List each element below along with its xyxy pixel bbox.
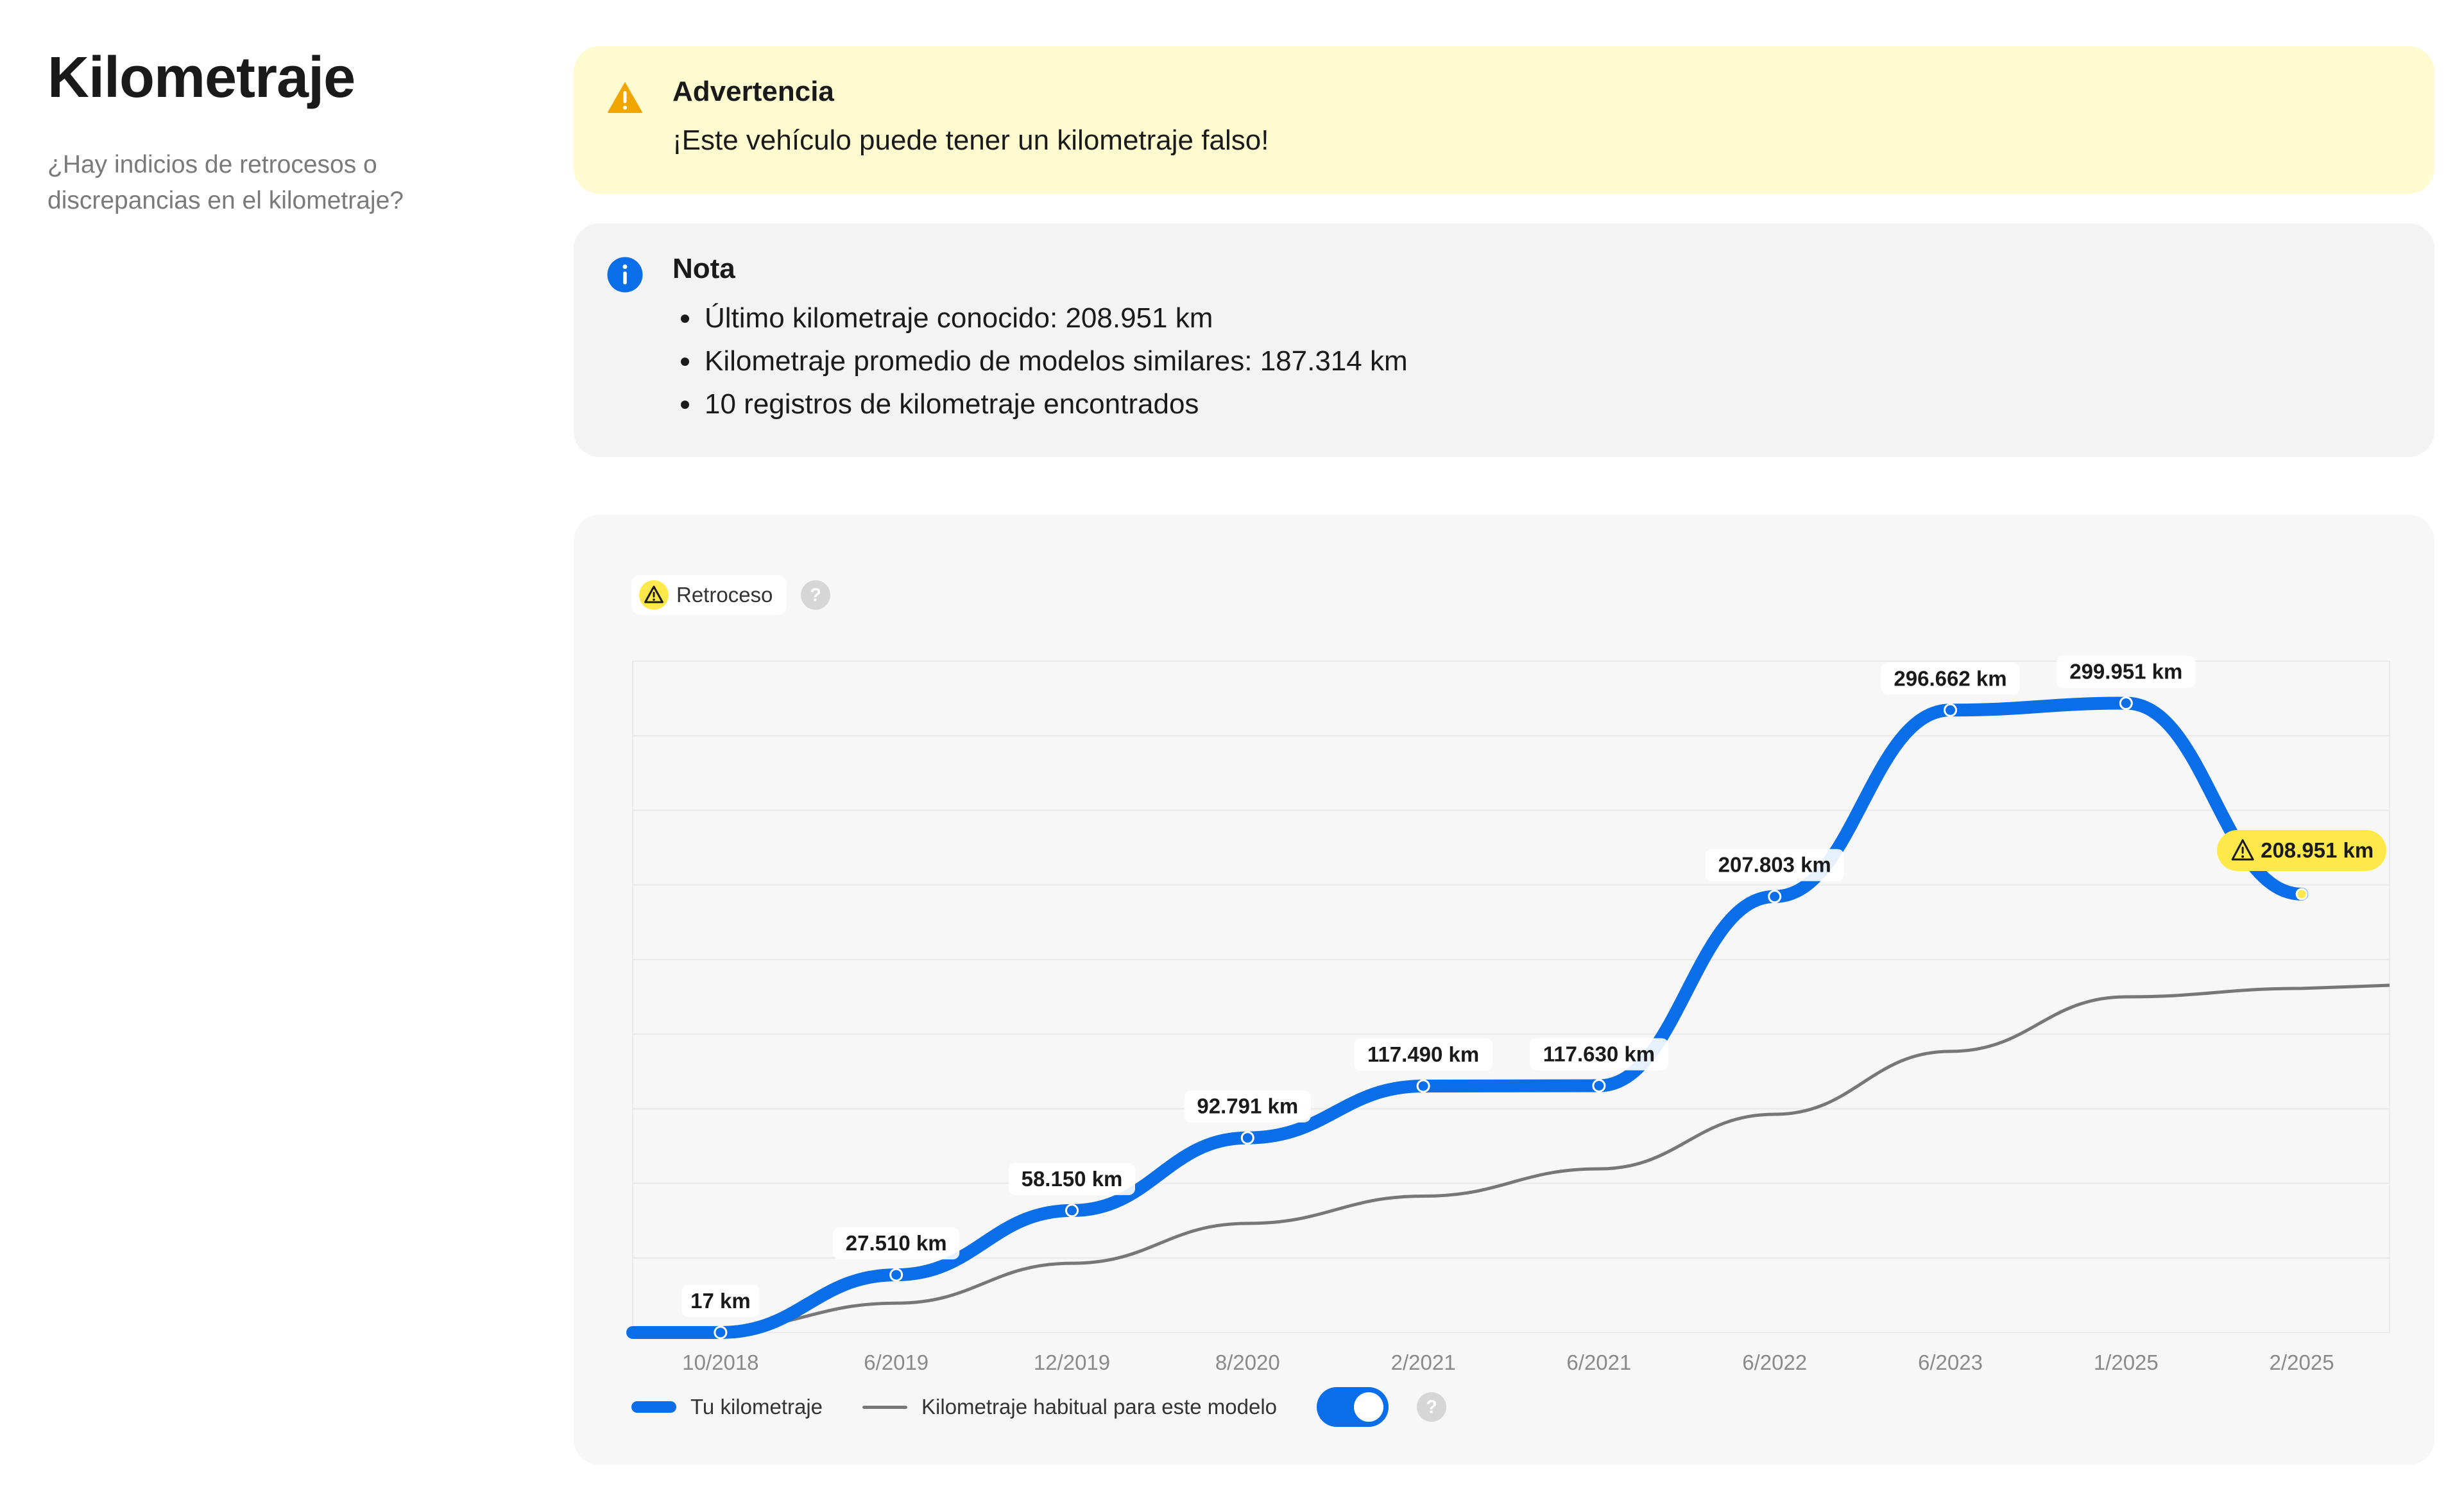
rollback-value-label: 208.951 km (2261, 838, 2374, 862)
help-icon[interactable]: ? (1417, 1392, 1447, 1422)
your-mileage-legend-label: Tu kilometraje (690, 1395, 823, 1419)
rollback-legend-badge: Retroceso (631, 575, 787, 615)
x-tick-label: 6/2021 (1566, 1351, 1631, 1374)
svg-text:92.791 km: 92.791 km (1197, 1094, 1298, 1118)
value-label: 296.662 km (1881, 662, 2020, 695)
chart-bottom-legend: Tu kilometraje Kilometraje habitual para… (631, 1381, 1447, 1433)
typical-mileage-line (633, 983, 2390, 1330)
x-tick-label: 6/2019 (864, 1351, 928, 1374)
mileage-chart-card: Retroceso ? 17 km 27.510 km 58.150 km 92.79… (574, 515, 2434, 1465)
data-point[interactable] (1240, 1131, 1254, 1145)
data-point[interactable] (1592, 1078, 1606, 1092)
value-label: 17 km (681, 1284, 760, 1317)
mileage-chart: 17 km 27.510 km 58.150 km 92.791 km 117.490 … (626, 655, 2390, 1374)
x-tick-label: 2/2025 (2270, 1351, 2334, 1374)
rollback-warning-icon (639, 580, 669, 610)
value-label: 207.803 km (1705, 849, 1844, 881)
info-icon (607, 257, 643, 293)
x-tick-label: 6/2022 (1742, 1351, 1807, 1374)
rollback-value-badge: 208.951 km (2217, 829, 2387, 871)
svg-text:117.490 km: 117.490 km (1367, 1042, 1479, 1066)
svg-text:299.951 km: 299.951 km (2069, 660, 2182, 684)
data-point[interactable] (2295, 888, 2308, 901)
data-point[interactable] (714, 1325, 728, 1340)
value-label: 117.630 km (1529, 1038, 1668, 1071)
typical-mileage-swatch (862, 1405, 908, 1409)
data-point[interactable] (1065, 1204, 1079, 1218)
x-tick-label: 8/2020 (1215, 1351, 1280, 1374)
page-subtitle: ¿Hay indicios de retrocesos o discrepanc… (47, 151, 404, 214)
note-item-last-mileage: Último kilometraje conocido: 208.951 km (702, 297, 1408, 340)
rollback-badge-icon (2231, 839, 2254, 861)
value-label: 27.510 km (833, 1227, 960, 1260)
typical-mileage-legend-label: Kilometraje habitual para este modelo (921, 1395, 1278, 1419)
svg-text:296.662 km: 296.662 km (1894, 666, 2006, 690)
note-list: Último kilometraje conocido: 208.951 km … (672, 297, 1408, 426)
data-point[interactable] (1416, 1079, 1430, 1093)
rollback-legend-label: Retroceso (676, 583, 773, 607)
value-label: 299.951 km (2057, 655, 2196, 688)
warning-alert: Advertencia ¡Este vehículo puede tener u… (574, 46, 2434, 194)
data-point[interactable] (1768, 890, 1782, 904)
typical-mileage-toggle[interactable] (1317, 1387, 1389, 1427)
x-tick-label: 1/2025 (2094, 1351, 2159, 1374)
svg-text:27.510 km: 27.510 km (846, 1231, 947, 1255)
x-axis-ticks: 10/2018 6/2019 12/2019 8/2020 2/2021 6/2021 6/… (682, 1351, 2334, 1374)
svg-text:?: ? (1426, 1397, 1437, 1418)
x-tick-label: 2/2021 (1391, 1351, 1456, 1374)
chart-top-legend: Retroceso ? (631, 573, 831, 617)
x-tick-label: 6/2023 (1918, 1351, 1983, 1374)
note-title: Nota (672, 253, 735, 284)
value-label: 117.490 km (1354, 1038, 1493, 1071)
page-title: Kilometraje (47, 46, 355, 110)
svg-text:58.150 km: 58.150 km (1022, 1167, 1123, 1191)
svg-text:17 km: 17 km (690, 1289, 751, 1313)
help-icon[interactable]: ? (801, 580, 831, 610)
note-item-average-mileage: Kilometraje promedio de modelos similare… (702, 340, 1408, 383)
rollback-badge-background (2217, 829, 2387, 871)
warning-triangle-icon (608, 82, 642, 113)
data-point[interactable] (889, 1268, 903, 1282)
plot-frame (632, 660, 2390, 1333)
svg-text:207.803 km: 207.803 km (1718, 853, 1831, 877)
data-labels: 17 km 27.510 km 58.150 km 92.791 km 117.490 … (681, 655, 2387, 1317)
value-label: 92.791 km (1184, 1090, 1311, 1123)
value-label: 58.150 km (1009, 1162, 1135, 1195)
data-point[interactable] (2119, 696, 2133, 711)
x-tick-label: 10/2018 (682, 1351, 758, 1374)
svg-text:117.630 km: 117.630 km (1543, 1042, 1655, 1066)
warning-title: Advertencia (672, 76, 834, 107)
note-item-record-count: 10 registros de kilometraje encontrados (702, 383, 1408, 426)
your-mileage-swatch (631, 1401, 676, 1413)
data-points (714, 696, 2308, 1340)
chart-grid (632, 660, 2390, 1333)
data-point[interactable] (1944, 703, 1957, 717)
note-alert: Nota Último kilometraje conocido: 208.95… (574, 223, 2434, 457)
svg-text:?: ? (810, 585, 822, 606)
your-mileage-line (626, 696, 2309, 1339)
x-tick-label: 12/2019 (1034, 1351, 1110, 1374)
toggle-knob (1354, 1392, 1384, 1422)
warning-message: ¡Este vehículo puede tener un kilometraj… (672, 125, 1269, 156)
header-section: Kilometraje ¿Hay indicios de retrocesos … (47, 45, 497, 219)
